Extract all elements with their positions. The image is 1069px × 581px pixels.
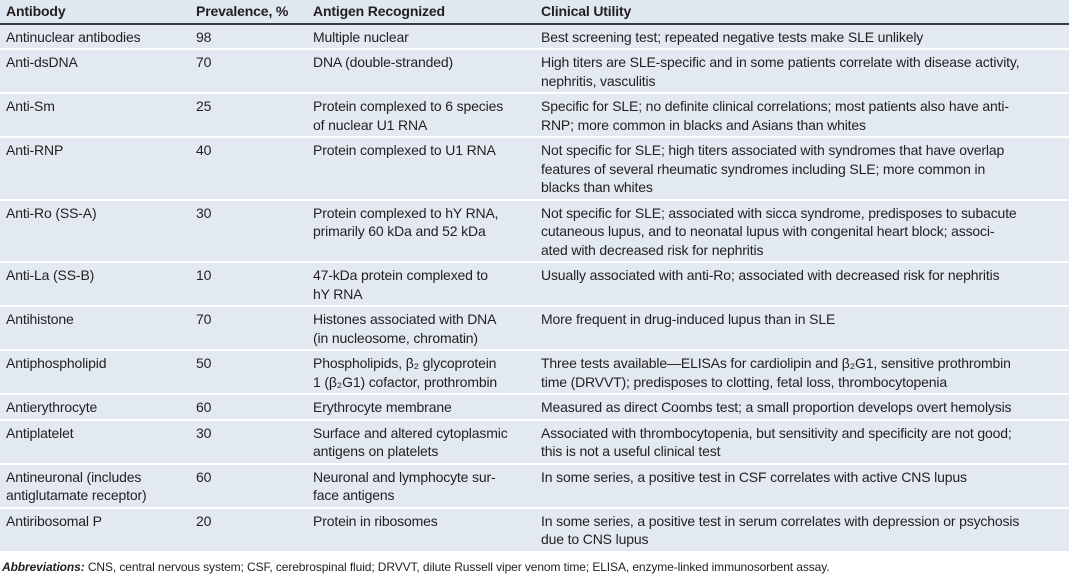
table-cell: 20 (190, 507, 307, 553)
column-header: Antibody (0, 0, 190, 25)
antibody-table: Antibody Prevalence, % Antigen Recognized C… (0, 0, 1069, 553)
header-row: Antibody Prevalence, % Antigen Recognized C… (0, 0, 1069, 25)
table-cell: 70 (190, 49, 307, 94)
table-cell: 60 (190, 394, 307, 421)
table-cell: Protein complexed to hY RNA, primarily 6… (307, 199, 535, 263)
table-cell: Anti-La (SS-B) (0, 262, 190, 307)
table-cell: Antinuclear antibodies (0, 23, 190, 50)
table-cell: Surface and altered cytoplasmic antigens… (307, 419, 535, 465)
table-cell: Associated with thrombocytopenia, but se… (535, 419, 1069, 465)
table-cell: Antierythrocyte (0, 394, 190, 421)
table-cell: Histones associated with DNA (in nucleos… (307, 306, 535, 351)
table-cell: In some series, a positive test in CSF c… (535, 463, 1069, 509)
table-cell: DNA (double-stranded) (307, 49, 535, 94)
column-header: Clinical Utility (535, 0, 1069, 25)
table-cell: Protein complexed to 6 species of nuclea… (307, 93, 535, 138)
table-cell: Measured as direct Coombs test; a small … (535, 394, 1069, 421)
table-cell: 30 (190, 199, 307, 263)
table-cell: Erythrocyte membrane (307, 394, 535, 421)
table-cell: 70 (190, 306, 307, 351)
table-row: Antierythrocyte 60 Erythrocyte membrane Mea… (0, 394, 1069, 421)
table-cell: Best screening test; repeated negative t… (535, 23, 1069, 50)
table-cell: Phospholipids, β₂ glycoprotein 1 (β₂G1) … (307, 350, 535, 395)
table-cell: Antiphospholipid (0, 350, 190, 395)
footnote-text: CNS, central nervous system; CSF, cerebr… (84, 559, 830, 574)
table-row: Anti-Sm 25 Protein complexed to 6 species … (0, 93, 1069, 138)
table-cell: In some series, a positive test in serum… (535, 507, 1069, 553)
table-row: Anti-dsDNA 70 DNA (double-stranded) High ti… (0, 49, 1069, 94)
table-cell: High titers are SLE-specific and in some… (535, 49, 1069, 94)
table-cell: Multiple nuclear (307, 23, 535, 50)
table-cell: Antiplatelet (0, 419, 190, 465)
table-row: Antiphospholipid 50 Phospholipids, β₂ glyc… (0, 350, 1069, 395)
column-header: Antigen Recognized (307, 0, 535, 25)
table-cell: Antiribosomal P (0, 507, 190, 553)
table-cell: 40 (190, 137, 307, 201)
table-cell: Anti-Sm (0, 93, 190, 138)
table-row: Antiribosomal P 20 Protein in ribosomes In … (0, 507, 1069, 553)
footnote-label: Abbreviations: (2, 559, 85, 574)
table-cell: 60 (190, 463, 307, 509)
table-cell: Anti-dsDNA (0, 49, 190, 94)
table-cell: Not specific for SLE; high titers associ… (535, 137, 1069, 201)
table-row: Anti-Ro (SS-A) 30 Protein complexed to hY … (0, 199, 1069, 263)
table-row: Antineuronal (includes antiglutamate rec… (0, 463, 1069, 509)
table-cell: 30 (190, 419, 307, 465)
table-row: Antiplatelet 30 Surface and altered cytopl… (0, 419, 1069, 465)
table-cell: More frequent in drug-induced lupus than… (535, 306, 1069, 351)
table-cell: Protein in ribosomes (307, 507, 535, 553)
table-cell: Anti-Ro (SS-A) (0, 199, 190, 263)
table-cell: 25 (190, 93, 307, 138)
table-cell: Specific for SLE; no definite clinical c… (535, 93, 1069, 138)
table-row: Anti-RNP 40 Protein complexed to U1 RNA Not… (0, 137, 1069, 201)
table-cell: 98 (190, 23, 307, 50)
table-cell: Usually associated with anti-Ro; associa… (535, 262, 1069, 307)
table-cell: Antihistone (0, 306, 190, 351)
table-cell: 10 (190, 262, 307, 307)
table-cell: 47-kDa protein complexed to hY RNA (307, 262, 535, 307)
table-cell: 50 (190, 350, 307, 395)
table-cell: Anti-RNP (0, 137, 190, 201)
table-cell: Three tests available—ELISAs for cardiol… (535, 350, 1069, 395)
table-cell: Not specific for SLE; associated with si… (535, 199, 1069, 263)
column-header: Prevalence, % (190, 0, 307, 25)
table-cell: Antineuronal (includes antiglutamate rec… (0, 463, 190, 509)
table-row: Anti-La (SS-B) 10 47-kDa protein complexed… (0, 262, 1069, 307)
table-row: Antihistone 70 Histones associated with DN… (0, 306, 1069, 351)
table-row: Antinuclear antibodies 98 Multiple nuclear… (0, 23, 1069, 50)
table-cell: Protein complexed to U1 RNA (307, 137, 535, 201)
table-cell: Neuronal and lymphocyte sur- face antige… (307, 463, 535, 509)
footnote: Abbreviations: CNS, central nervous syst… (0, 553, 1069, 581)
